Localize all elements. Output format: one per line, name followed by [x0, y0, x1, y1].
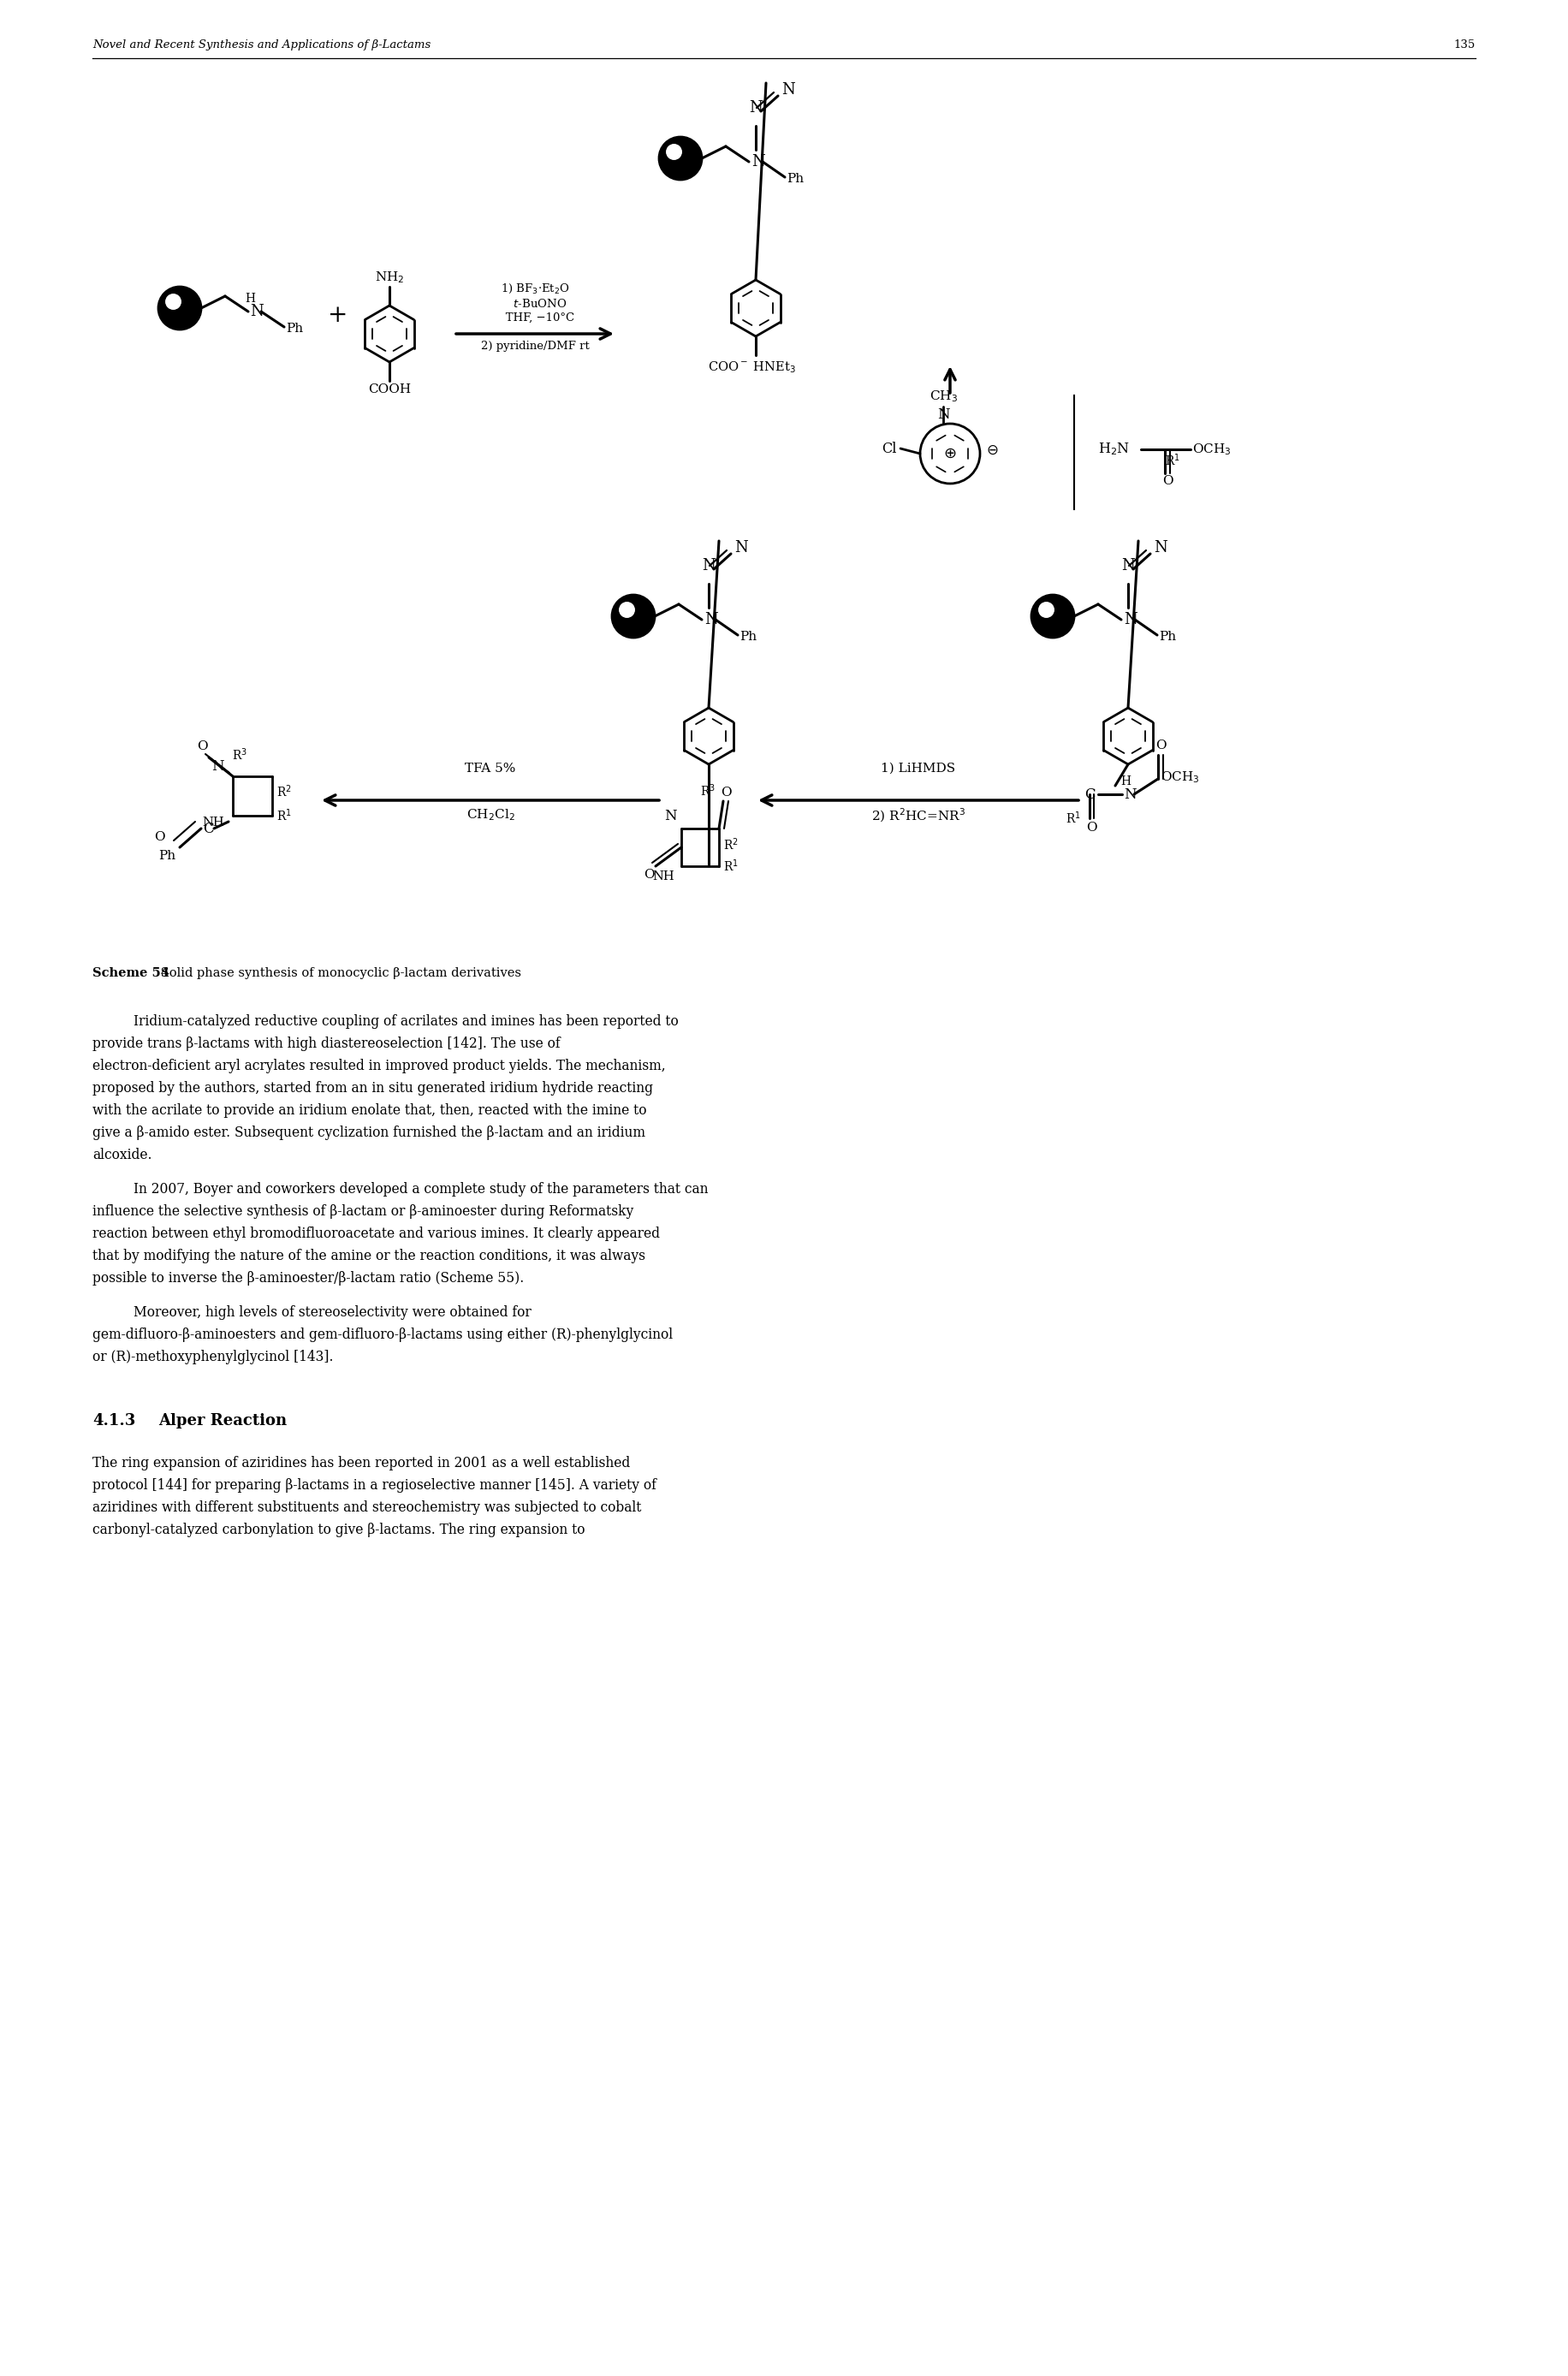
Text: O: O: [196, 741, 207, 753]
Text: R$^3$: R$^3$: [701, 782, 715, 798]
Text: Cl: Cl: [881, 442, 897, 456]
Text: 1) BF$_3$·Et$_2$O: 1) BF$_3$·Et$_2$O: [500, 283, 569, 295]
Text: Ph: Ph: [787, 173, 804, 185]
Text: O: O: [1162, 475, 1173, 487]
Text: N: N: [1154, 539, 1167, 556]
Text: N: N: [249, 304, 263, 318]
Text: 1) LiHMDS: 1) LiHMDS: [881, 763, 955, 775]
Circle shape: [158, 287, 201, 330]
Text: R$^2$: R$^2$: [723, 836, 739, 853]
Text: Ph: Ph: [158, 851, 176, 862]
Text: give a β-amido ester. Subsequent cyclization furnished the β-lactam and an iridi: give a β-amido ester. Subsequent cycliza…: [93, 1126, 646, 1140]
Text: influence the selective synthesis of β-lactam or β-aminoester during Reformatsky: influence the selective synthesis of β-l…: [93, 1205, 633, 1219]
Text: N: N: [665, 808, 677, 822]
Text: N: N: [750, 100, 762, 116]
Text: protocol [144] for preparing β-lactams in a regioselective manner [145]. A varie: protocol [144] for preparing β-lactams i…: [93, 1478, 657, 1492]
Text: CH$_2$Cl$_2$: CH$_2$Cl$_2$: [466, 808, 514, 822]
Text: CH$_3$: CH$_3$: [930, 390, 958, 404]
Text: R$^3$: R$^3$: [232, 746, 248, 763]
Text: $t$-BuONO: $t$-BuONO: [503, 297, 568, 309]
Text: Ph: Ph: [1159, 630, 1176, 644]
Circle shape: [659, 138, 702, 181]
Text: N: N: [702, 558, 715, 573]
Text: In 2007, Boyer and coworkers developed a complete study of the parameters that c: In 2007, Boyer and coworkers developed a…: [133, 1181, 709, 1198]
Circle shape: [666, 145, 682, 159]
Text: N: N: [704, 613, 718, 627]
Text: O: O: [154, 832, 165, 843]
Text: with the acrilate to provide an iridium enolate that, then, reacted with the imi: with the acrilate to provide an iridium …: [93, 1102, 646, 1117]
Text: aziridines with different substituents and stereochemistry was subjected to coba: aziridines with different substituents a…: [93, 1499, 641, 1516]
Text: Moreover, high levels of stereoselectivity were obtained for: Moreover, high levels of stereoselectivi…: [133, 1304, 532, 1319]
Circle shape: [612, 594, 655, 637]
Text: N: N: [212, 758, 224, 772]
Text: Scheme 54: Scheme 54: [93, 967, 169, 979]
Text: gem-difluoro-β-aminoesters and gem-difluoro-β-lactams using either (R)-phenylgly: gem-difluoro-β-aminoesters and gem-diflu…: [93, 1328, 673, 1342]
Text: Iridium-catalyzed reductive coupling of acrilates and imines has been reported t: Iridium-catalyzed reductive coupling of …: [133, 1015, 679, 1029]
Text: O: O: [1156, 739, 1167, 751]
Text: Solid phase synthesis of monocyclic β-lactam derivatives: Solid phase synthesis of monocyclic β-la…: [157, 967, 521, 979]
Text: COO$^-$ HNEt$_3$: COO$^-$ HNEt$_3$: [707, 359, 795, 375]
Text: H$_2$N: H$_2$N: [1098, 442, 1131, 456]
Circle shape: [1040, 604, 1054, 618]
Text: COOH: COOH: [368, 383, 411, 394]
Text: N: N: [781, 83, 795, 97]
Text: The ring expansion of aziridines has been reported in 2001 as a well established: The ring expansion of aziridines has bee…: [93, 1456, 630, 1471]
Text: TFA 5%: TFA 5%: [466, 763, 516, 775]
Text: $\oplus$: $\oplus$: [944, 447, 956, 461]
Text: carbonyl-catalyzed carbonylation to give β-lactams. The ring expansion to: carbonyl-catalyzed carbonylation to give…: [93, 1523, 585, 1537]
Text: provide trans β-lactams with high diastereoselection [142]. The use of: provide trans β-lactams with high diaste…: [93, 1036, 560, 1050]
Text: 2) R$^2$HC=NR$^3$: 2) R$^2$HC=NR$^3$: [872, 808, 966, 824]
Text: reaction between ethyl bromodifluoroacetate and various imines. It clearly appea: reaction between ethyl bromodifluoroacet…: [93, 1226, 660, 1240]
Text: 4.1.3: 4.1.3: [93, 1414, 135, 1428]
Text: NH: NH: [202, 817, 224, 829]
Text: Ph: Ph: [740, 630, 757, 644]
Text: Ph: Ph: [285, 323, 303, 335]
Text: R$^1$: R$^1$: [1165, 451, 1181, 468]
Text: N: N: [938, 406, 950, 423]
Text: N: N: [1124, 786, 1137, 801]
Circle shape: [1032, 594, 1074, 637]
Circle shape: [166, 295, 180, 309]
Text: O: O: [720, 786, 731, 798]
Text: R$^1$: R$^1$: [723, 858, 739, 874]
Text: Alper Reaction: Alper Reaction: [158, 1414, 287, 1428]
Text: N: N: [751, 154, 765, 169]
Text: O: O: [1087, 822, 1096, 834]
Text: R$^1$: R$^1$: [1066, 810, 1080, 827]
Text: OCH$_3$: OCH$_3$: [1192, 442, 1231, 456]
Text: N: N: [734, 539, 748, 556]
Text: O: O: [643, 870, 654, 881]
Text: OCH$_3$: OCH$_3$: [1160, 770, 1200, 784]
Text: Novel and Recent Synthesis and Applications of β-Lactams: Novel and Recent Synthesis and Applicati…: [93, 38, 431, 50]
Text: electron-deficient aryl acrylates resulted in improved product yields. The mecha: electron-deficient aryl acrylates result…: [93, 1060, 665, 1074]
Text: that by modifying the nature of the amine or the reaction conditions, it was alw: that by modifying the nature of the amin…: [93, 1250, 646, 1264]
Text: C: C: [202, 822, 213, 836]
Text: N: N: [1124, 613, 1137, 627]
Text: THF, −10°C: THF, −10°C: [495, 311, 575, 323]
Text: alcoxide.: alcoxide.: [93, 1148, 152, 1162]
Text: NH$_2$: NH$_2$: [375, 271, 405, 285]
Text: NH: NH: [652, 870, 674, 881]
Text: 2) pyridine/DMF rt: 2) pyridine/DMF rt: [481, 340, 590, 352]
Text: or (R)-methoxyphenylglycinol [143].: or (R)-methoxyphenylglycinol [143].: [93, 1350, 334, 1364]
Text: R$^1$: R$^1$: [276, 808, 292, 824]
Text: C: C: [1083, 786, 1094, 801]
Text: possible to inverse the β-aminoester/β-lactam ratio (Scheme 55).: possible to inverse the β-aminoester/β-l…: [93, 1271, 524, 1285]
Circle shape: [619, 604, 635, 618]
Text: proposed by the authors, started from an in situ generated iridium hydride react: proposed by the authors, started from an…: [93, 1081, 652, 1095]
Text: H: H: [1121, 775, 1131, 786]
Text: H: H: [245, 292, 256, 304]
Text: 135: 135: [1454, 38, 1475, 50]
Text: +: +: [328, 304, 348, 326]
Text: R$^2$: R$^2$: [276, 784, 292, 801]
Text: $\ominus$: $\ominus$: [986, 442, 999, 459]
Text: N: N: [1121, 558, 1135, 573]
